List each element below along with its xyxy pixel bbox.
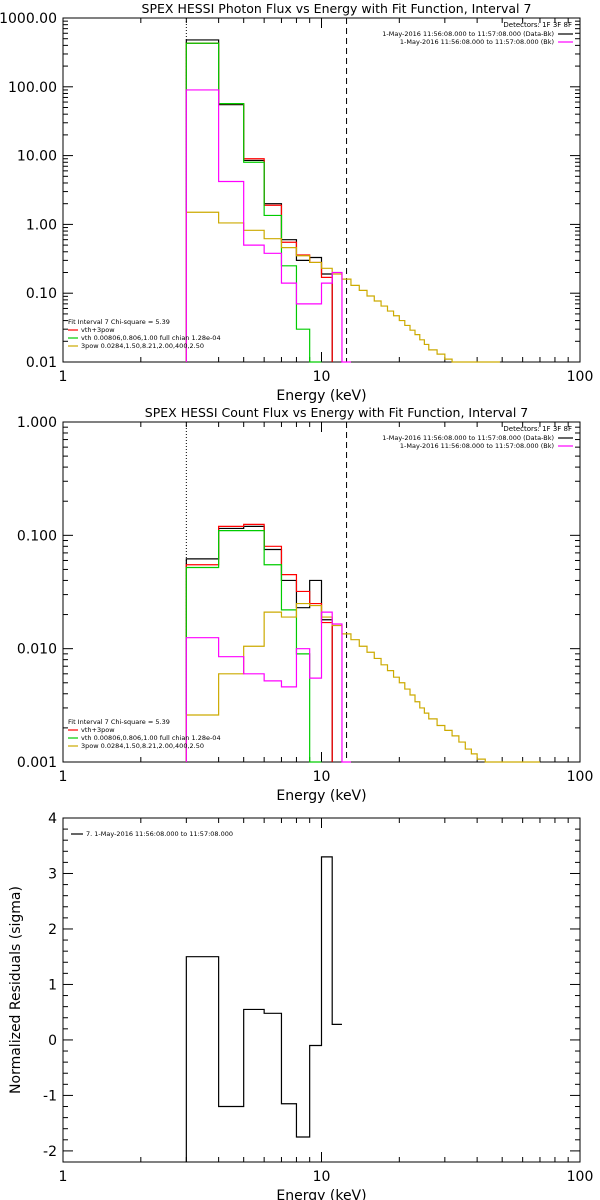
x-tick-label: 1	[59, 769, 68, 785]
panel-3: 1 10 100 Energy (keV) -2 -1 0 1 2 3 4 Normalized Re…	[8, 811, 593, 1200]
series-3-step-line	[185, 42, 322, 363]
detectors-label: Detectors: 1F 3F 8F	[503, 21, 572, 29]
y-tick-label: 1.00	[26, 217, 57, 233]
y-tick-label: 0.01	[26, 355, 57, 371]
y-tick-label: -1	[43, 1088, 57, 1104]
x-tick-label: 10	[313, 369, 331, 385]
y-tick-label: 100.00	[8, 80, 57, 96]
y-tick-label: 4	[48, 811, 57, 827]
y-tick-label: 10.00	[17, 149, 57, 165]
fit-info-item: vth+3pow	[81, 726, 115, 734]
series-1-step-line	[185, 856, 342, 1162]
chart-title: SPEX HESSI Count Flux vs Energy with Fit…	[145, 405, 528, 420]
y-tick-label: 0.100	[17, 528, 57, 544]
series-1-step-line	[185, 525, 333, 762]
x-tick-label: 1	[59, 1169, 68, 1185]
legend-entry: 1-May-2016 11:56:08.000 to 11:57:08.000 …	[400, 442, 554, 450]
y-tick-label: 3	[48, 866, 57, 882]
plot-frame	[62, 17, 581, 363]
panel-2: 1 10 100 Energy (keV) 0.001 0.010 0.100 1.000 SP…	[17, 405, 593, 804]
x-tick-label: 100	[567, 769, 594, 785]
series-2-step-line	[185, 42, 333, 362]
legend-entry: 1-May-2016 11:56:08.000 to 11:57:08.000 …	[382, 30, 554, 38]
series-4-step-line	[185, 602, 540, 763]
series-4-step-line	[185, 211, 500, 363]
detectors-label: Detectors: 1F 3F 8F	[503, 425, 572, 433]
series-2-step-line	[185, 523, 333, 762]
x-axis-label: Energy (keV)	[276, 388, 366, 404]
series-5-step-line	[185, 89, 351, 363]
legend-entry: 1-May-2016 11:56:08.000 to 11:57:08.000 …	[382, 434, 554, 442]
panel-1: 1 10 100 Energy (keV) 0.01 0.10 1.00 10.00 100.0…	[0, 1, 593, 404]
fit-info-item: vth 0.00806,0.806,1.00 full chian 1.28e-…	[81, 734, 221, 742]
y-tick-label: 0.001	[17, 755, 57, 771]
x-tick-label: 1	[59, 369, 68, 385]
x-axis-label: Energy (keV)	[276, 1188, 366, 1200]
fit-info-header: Fit Interval 7 Chi-square = 5.39	[68, 318, 170, 326]
y-tick-label: 0.010	[17, 642, 57, 658]
chart-title: SPEX HESSI Photon Flux vs Energy with Fi…	[142, 1, 532, 16]
fit-info-header: Fit Interval 7 Chi-square = 5.39	[68, 718, 170, 726]
y-tick-label: 0.10	[26, 286, 57, 302]
fit-info-item: vth+3pow	[81, 326, 115, 334]
series-1-step-line	[185, 39, 333, 362]
y-tick-label: 0	[48, 1033, 57, 1049]
series-3-step-line	[185, 530, 322, 763]
x-tick-label: 100	[567, 369, 594, 385]
legend-entry: 1-May-2016 11:56:08.000 to 11:57:08.000 …	[400, 38, 554, 46]
fit-info-item: 3pow 0.0284,1.50,8.21,2.00,400,2.50	[81, 342, 204, 350]
x-tick-label: 10	[313, 1169, 331, 1185]
x-tick-label: 10	[313, 769, 331, 785]
series-5-step-line	[185, 611, 351, 763]
y-tick-label: -2	[43, 1144, 57, 1160]
y-tick-label: 1	[48, 977, 57, 993]
x-tick-label: 100	[567, 1169, 594, 1185]
y-tick-label: 1.000	[17, 415, 57, 431]
y-tick-label: 2	[48, 922, 57, 938]
fit-info-item: vth 0.00806,0.806,1.00 full chian 1.28e-…	[81, 334, 221, 342]
y-tick-label: 1000.00	[0, 11, 57, 27]
x-axis-label: Energy (keV)	[276, 788, 366, 804]
legend-entry: 7. 1-May-2016 11:56:08.000 to 11:57:08.0…	[86, 830, 233, 838]
y-axis-label: Normalized Residuals (sigma)	[8, 886, 24, 1094]
fit-info-item: 3pow 0.0284,1.50,8.21,2.00,400,2.50	[81, 742, 204, 750]
